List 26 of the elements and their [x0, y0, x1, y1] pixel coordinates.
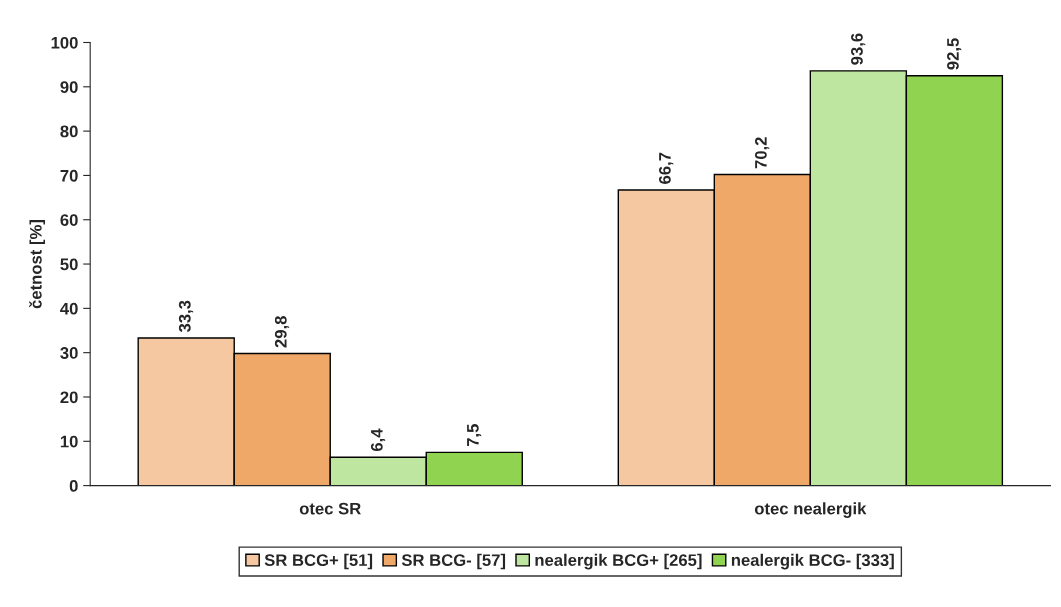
data-label: 66,7 — [658, 152, 674, 184]
data-label: 7,5 — [467, 424, 482, 447]
y-tick-label: 30 — [60, 347, 78, 359]
data-label: 29,8 — [274, 316, 290, 348]
x-tick-label: otec nealergik — [754, 502, 867, 518]
y-tick-label: 70 — [60, 169, 78, 182]
legend-label: SR BCG- [57] — [401, 553, 506, 570]
y-tick-label: 80 — [60, 125, 78, 138]
legend-label: nealergik BCG+ [265] — [535, 553, 702, 570]
y-tick-label: 50 — [60, 258, 78, 271]
y-tick-label: 40 — [60, 302, 78, 315]
y-tick-label: 60 — [60, 214, 78, 226]
y-tick-label: 10 — [60, 435, 78, 448]
y-tick-label: 90 — [60, 81, 78, 93]
y-axis-title: četnost [%] — [29, 220, 46, 309]
y-tick-label: 0 — [69, 480, 78, 492]
data-label: 6,4 — [370, 428, 386, 452]
data-label: 70,2 — [755, 137, 770, 169]
data-label: 33,3 — [178, 300, 194, 333]
data-label: 93,6 — [851, 33, 866, 65]
x-tick-label: otec SR — [299, 502, 361, 515]
legend-label: nealergik BCG- [333] — [731, 553, 894, 570]
y-tick-label: 20 — [60, 391, 78, 404]
data-label: 92,5 — [947, 38, 962, 70]
y-tick-label: 100 — [51, 36, 78, 49]
legend-label: SR BCG+ [51] — [264, 553, 373, 570]
